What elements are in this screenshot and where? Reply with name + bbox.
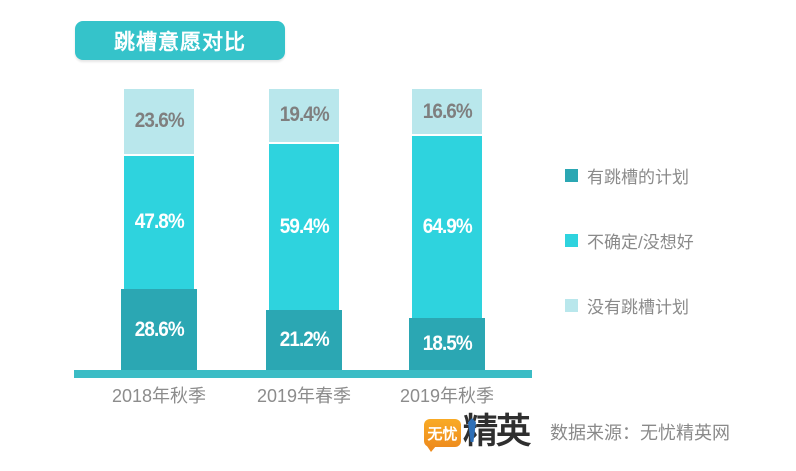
bar-segment-没有跳槽计划: 23.6% (124, 87, 194, 154)
stacked-bar-2019年春季: 21.2% 59.4% 19.4% (266, 87, 342, 370)
stacked-bar-2019年秋季: 18.5% 64.9% 16.6% (409, 87, 485, 370)
data-source-label: 数据来源：无忧精英网 (550, 423, 730, 443)
legend-swatch-icon (565, 299, 578, 312)
legend-label: 没有跳槽计划 (587, 298, 689, 317)
bar-segment-没有跳槽计划: 19.4% (269, 87, 339, 142)
bar-value-label: 18.5% (422, 331, 472, 355)
logo-tie-icon (468, 418, 476, 442)
legend-item-不确定/没想好: 不确定/没想好 (565, 228, 694, 253)
legend-swatch-icon (565, 169, 578, 182)
bar-segment-有跳槽的计划: 28.6% (121, 289, 197, 370)
chart-title-badge: 跳槽意愿对比 (75, 21, 285, 60)
x-axis-label-2019年春季: 2019年春季 (256, 386, 352, 406)
chart-legend: 有跳槽的计划 不确定/没想好 没有跳槽计划 (565, 163, 694, 318)
bar-value-label: 59.4% (279, 214, 329, 238)
bar-segment-没有跳槽计划: 16.6% (412, 87, 482, 134)
bar-segment-有跳槽的计划: 21.2% (266, 310, 342, 370)
legend-label: 有跳槽的计划 (587, 168, 689, 187)
bar-value-label: 23.6% (134, 109, 184, 133)
bar-segment-不确定/没想好: 64.9% (412, 134, 482, 318)
bar-value-label: 64.9% (422, 214, 472, 238)
x-axis-label-2018年秋季: 2018年秋季 (111, 386, 207, 406)
bar-segment-不确定/没想好: 47.8% (124, 153, 194, 290)
bar-value-label: 16.6% (422, 99, 472, 123)
wuyou-jingying-logo: 无忧 精英 (424, 409, 531, 453)
x-axis-label-2019年秋季: 2019年秋季 (399, 386, 495, 406)
legend-swatch-icon (565, 234, 578, 247)
bar-value-label: 19.4% (279, 103, 329, 127)
legend-item-有跳槽的计划: 有跳槽的计划 (565, 163, 694, 188)
bar-value-label: 47.8% (134, 210, 184, 234)
bar-segment-有跳槽的计划: 18.5% (409, 317, 485, 370)
logo-speech-bubble: 无忧 (424, 419, 461, 452)
bar-segment-不确定/没想好: 59.4% (269, 141, 339, 311)
x-axis-line (74, 370, 532, 378)
legend-item-没有跳槽计划: 没有跳槽计划 (565, 293, 694, 318)
bar-value-label: 28.6% (134, 317, 184, 341)
stacked-bar-2018年秋季: 28.6% 47.8% 23.6% (121, 87, 197, 370)
bar-value-label: 21.2% (279, 328, 329, 351)
chart-plot: 28.6% 47.8% 23.6% 21.2% 59.4% 19.4% 18.5% 64.9%… (74, 87, 532, 378)
legend-label: 不确定/没想好 (587, 233, 694, 252)
